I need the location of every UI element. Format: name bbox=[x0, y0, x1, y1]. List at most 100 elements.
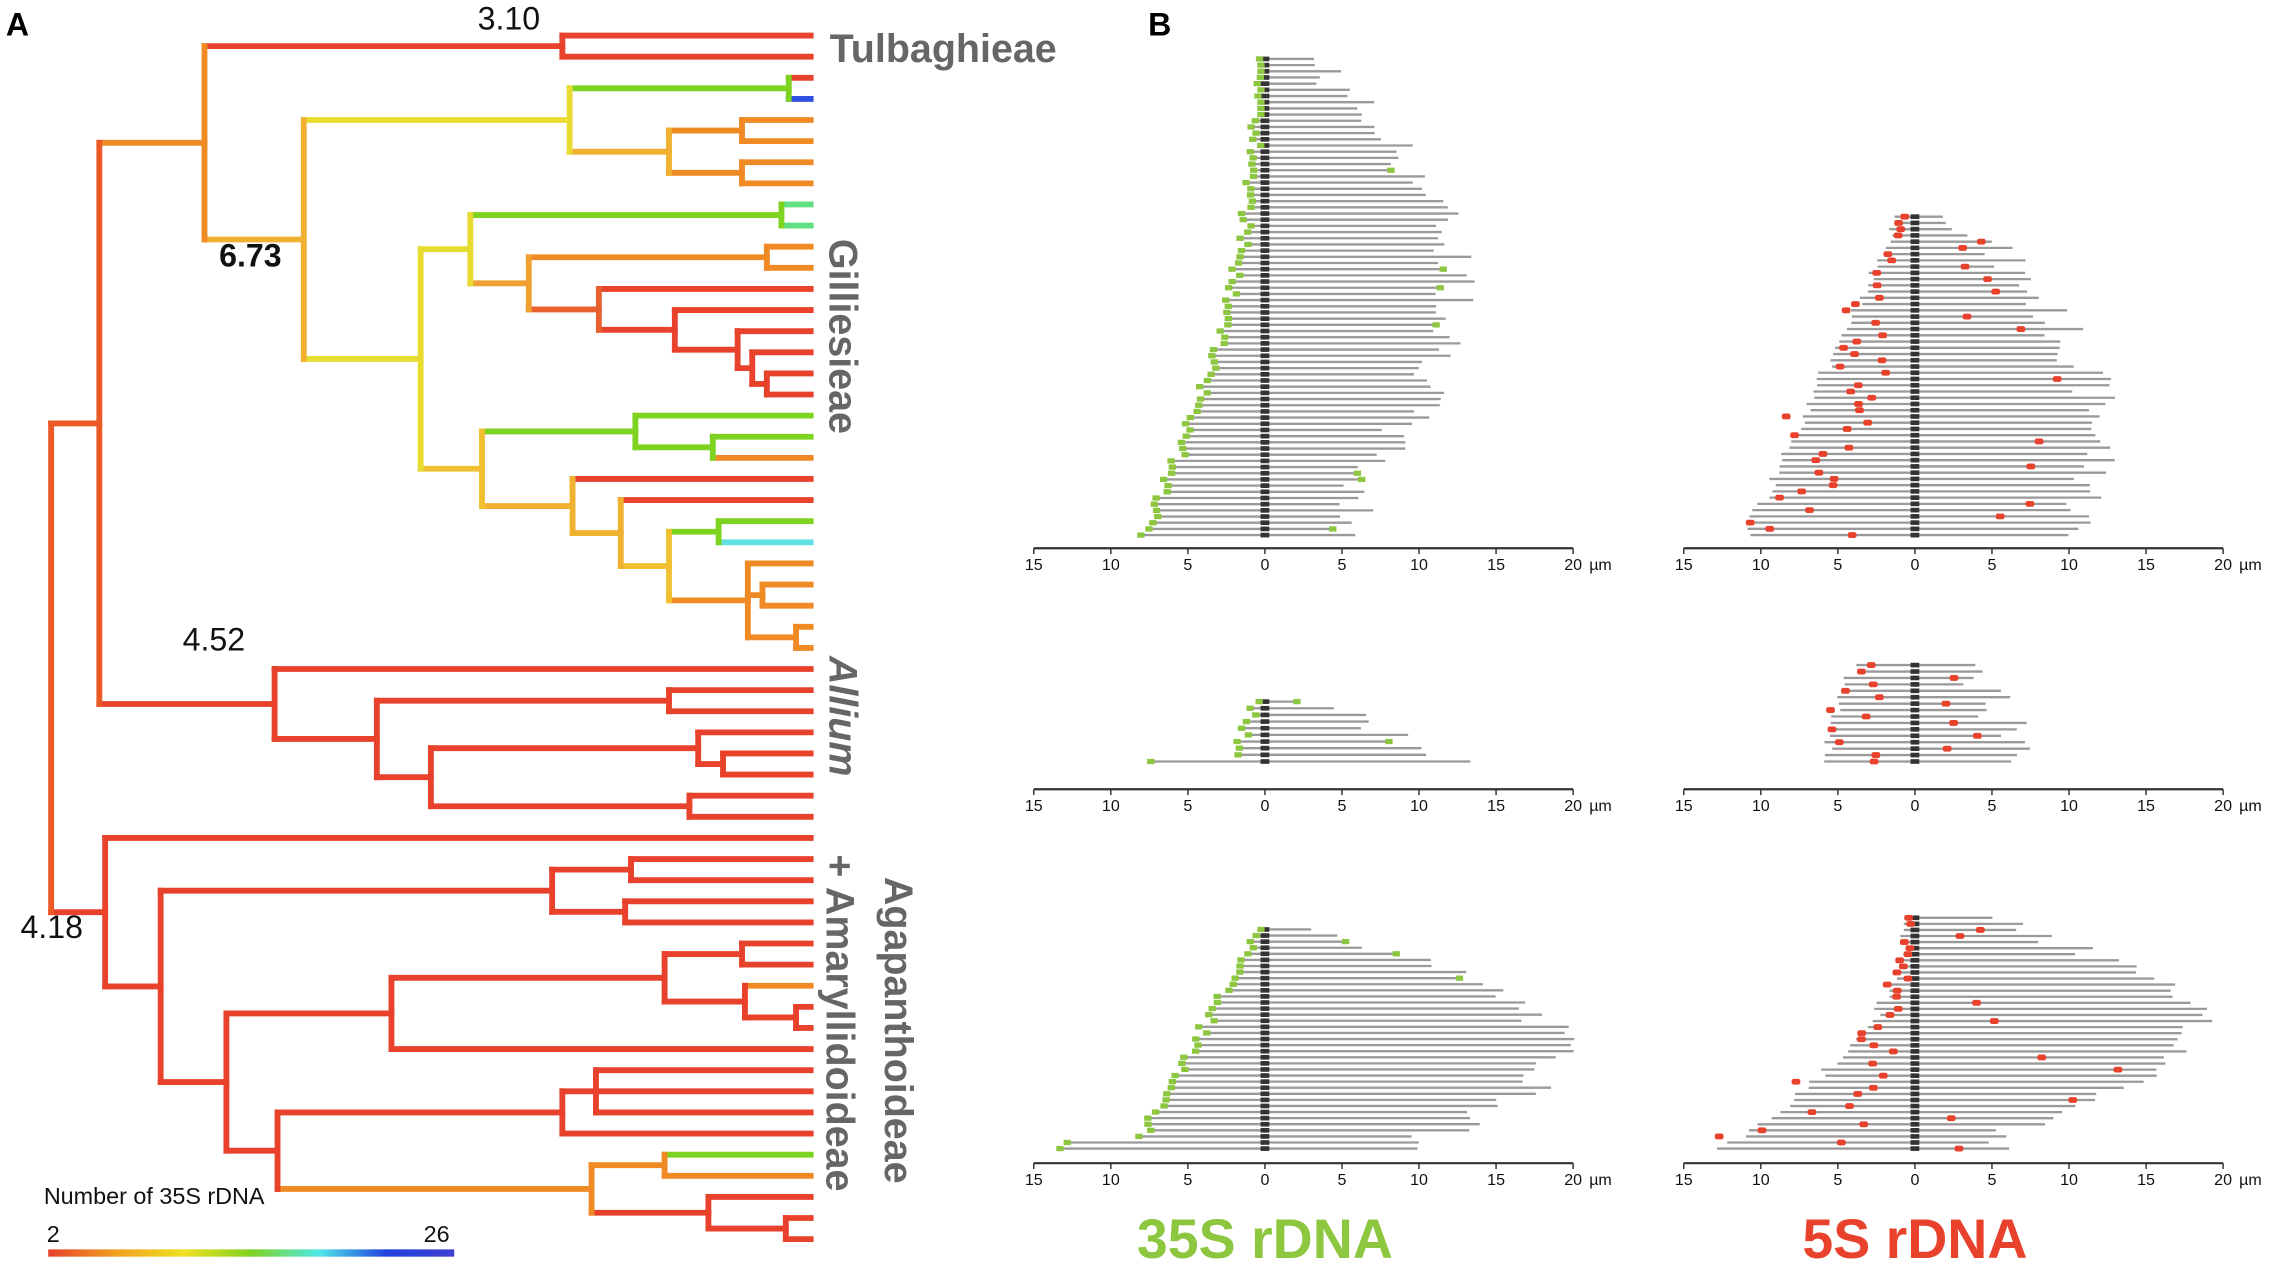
centromere bbox=[1260, 712, 1270, 718]
5s-signal bbox=[1887, 257, 1897, 264]
centromere bbox=[1260, 155, 1270, 161]
centromere bbox=[1910, 669, 1920, 674]
35s-signal bbox=[1163, 1091, 1171, 1097]
centromere bbox=[1260, 99, 1270, 105]
35s-signal bbox=[1212, 365, 1220, 371]
35s-signal bbox=[1224, 285, 1233, 291]
centromere bbox=[1260, 427, 1270, 433]
centromere bbox=[1260, 1127, 1270, 1133]
centromere bbox=[1910, 1000, 1920, 1006]
centromere bbox=[1910, 326, 1920, 332]
centromere bbox=[1910, 1036, 1920, 1042]
35s-signal bbox=[1168, 1078, 1176, 1085]
centromere bbox=[1260, 1024, 1270, 1030]
5s-signal bbox=[1878, 332, 1887, 339]
5s-signal bbox=[1900, 213, 1910, 220]
5s-signal bbox=[1975, 927, 1985, 933]
centromere bbox=[1260, 1115, 1270, 1121]
centromere bbox=[1260, 242, 1270, 247]
centromere bbox=[1260, 975, 1270, 981]
35s-signal bbox=[1256, 74, 1264, 81]
35s-signal bbox=[1223, 309, 1231, 316]
5s-signal bbox=[1991, 288, 2001, 295]
35s-signal bbox=[1222, 297, 1230, 303]
5s-signal bbox=[1904, 914, 1914, 921]
centromere bbox=[1260, 56, 1270, 62]
centromere bbox=[1260, 93, 1270, 99]
centromere bbox=[1910, 295, 1920, 301]
centromere bbox=[1260, 198, 1270, 204]
node-value-allium: 4.52 bbox=[183, 621, 246, 657]
axis-tick-label: 10 bbox=[1410, 556, 1428, 574]
centromere bbox=[1260, 285, 1270, 291]
centromere bbox=[1260, 266, 1270, 272]
centromere bbox=[1260, 291, 1270, 297]
35s-signal bbox=[1163, 489, 1171, 495]
5s-signal bbox=[2037, 1054, 2047, 1061]
5s-signal bbox=[1852, 338, 1862, 345]
35s-signal bbox=[1154, 513, 1162, 520]
centromere bbox=[1260, 1048, 1270, 1054]
35s-signal bbox=[1196, 396, 1205, 402]
centromere bbox=[1260, 1000, 1270, 1005]
35s-signal bbox=[1186, 414, 1194, 421]
35s-signal bbox=[1255, 56, 1264, 62]
5s-signal bbox=[1853, 382, 1863, 389]
35s-signal bbox=[1063, 1139, 1071, 1146]
centromere bbox=[1260, 161, 1270, 167]
centromere bbox=[1910, 1073, 1920, 1079]
centromere bbox=[1260, 378, 1270, 383]
centromere bbox=[1260, 322, 1270, 328]
centromere bbox=[1910, 407, 1920, 413]
35s-signal bbox=[1224, 322, 1232, 328]
centromere bbox=[1260, 705, 1270, 711]
35s-signal bbox=[1235, 745, 1244, 751]
centromere bbox=[1260, 149, 1270, 155]
5s-signal bbox=[1892, 987, 1902, 994]
centromere bbox=[1910, 988, 1920, 994]
centromere bbox=[1910, 214, 1920, 220]
centromere bbox=[1910, 1079, 1920, 1085]
5s-signal bbox=[1869, 758, 1879, 765]
centromere bbox=[1910, 1012, 1920, 1018]
centromere bbox=[1260, 532, 1270, 538]
centromere bbox=[1910, 439, 1920, 444]
35s-signal bbox=[1257, 111, 1265, 118]
35s-signal bbox=[1224, 316, 1233, 322]
5s-signal bbox=[1976, 238, 1986, 245]
centromere bbox=[1260, 939, 1270, 944]
35s-signal bbox=[1257, 105, 1265, 112]
centromere bbox=[1260, 279, 1270, 284]
centromere bbox=[1260, 396, 1270, 402]
35s-signal bbox=[1228, 266, 1236, 272]
5s-signal bbox=[1899, 939, 1909, 946]
centromere bbox=[1260, 514, 1270, 519]
5s-signal bbox=[1972, 732, 1982, 739]
centromere bbox=[1260, 229, 1270, 235]
centromere bbox=[1910, 451, 1920, 457]
centromere bbox=[1260, 1012, 1270, 1018]
centromere bbox=[1260, 501, 1270, 507]
centromere bbox=[1910, 501, 1920, 507]
35s-signal bbox=[1254, 93, 1262, 99]
axis-tick-label: 5 bbox=[1338, 1171, 1347, 1189]
centromere bbox=[1260, 1140, 1270, 1145]
35s-signal bbox=[1210, 1018, 1218, 1024]
5s-signal bbox=[1868, 1060, 1877, 1067]
35s-signal bbox=[1357, 476, 1366, 483]
centromere bbox=[1910, 1067, 1920, 1072]
centromere bbox=[1910, 1061, 1920, 1066]
35s-signal bbox=[1221, 334, 1229, 340]
35s-signal bbox=[1455, 975, 1464, 981]
axis-tick-label: 20 bbox=[1564, 556, 1582, 574]
centromere bbox=[1910, 414, 1920, 419]
35s-signal bbox=[1202, 1030, 1211, 1036]
centromere bbox=[1910, 746, 1920, 751]
centromere bbox=[1910, 1049, 1920, 1054]
centromere bbox=[1910, 939, 1920, 945]
axis-tick-label: 5 bbox=[1987, 556, 1996, 574]
centromere bbox=[1910, 220, 1920, 226]
centromere bbox=[1910, 720, 1920, 726]
centromere bbox=[1260, 1134, 1270, 1139]
centromere bbox=[1910, 370, 1920, 376]
